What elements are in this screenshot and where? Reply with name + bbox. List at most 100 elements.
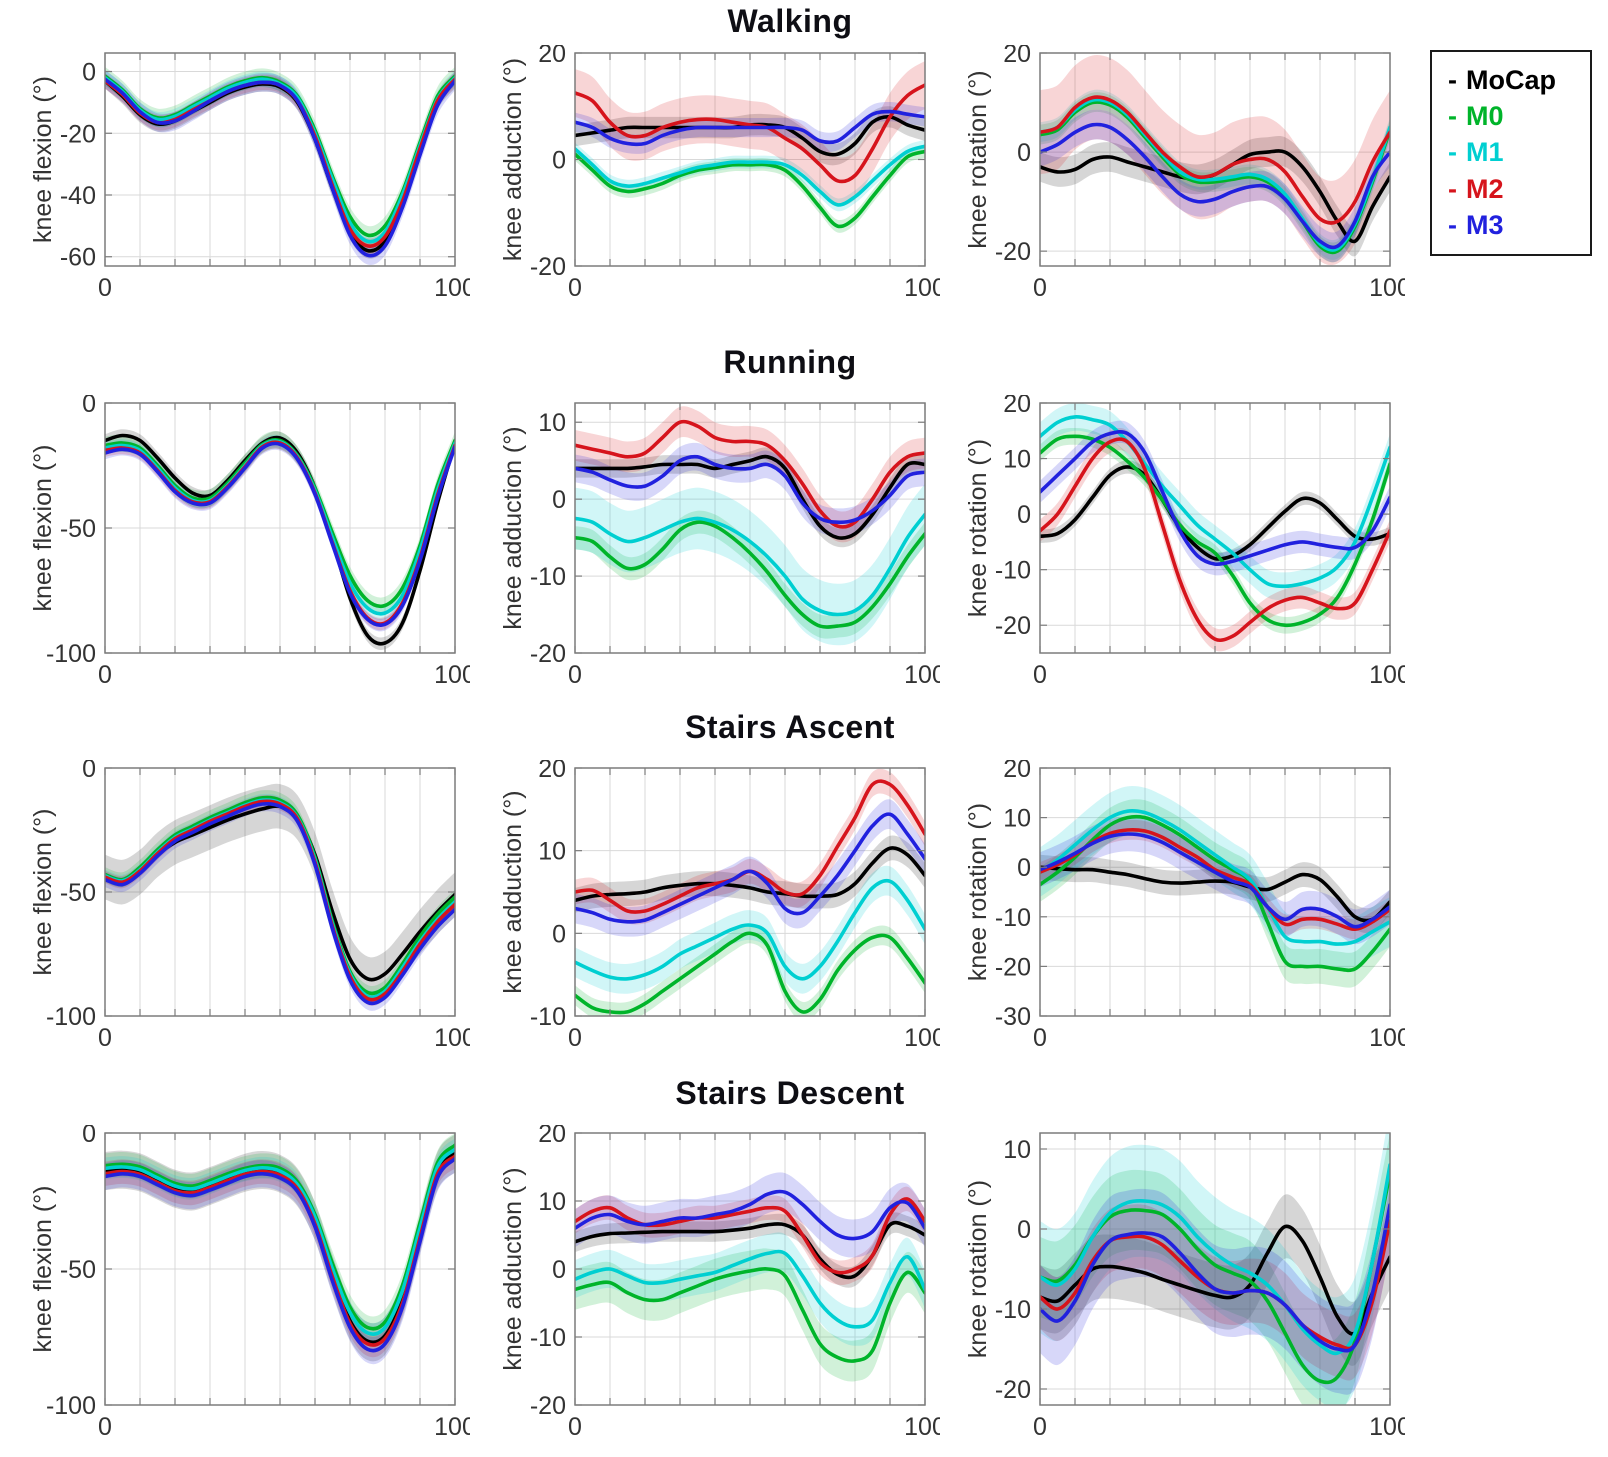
legend-dash: - bbox=[1448, 101, 1457, 132]
x-tick-label: 100 bbox=[1369, 274, 1405, 302]
series-line-m0 bbox=[575, 1267, 925, 1363]
series-line-mocap bbox=[575, 454, 925, 540]
axes bbox=[104, 52, 456, 267]
series-line-m3 bbox=[575, 454, 925, 525]
series-line-m2 bbox=[575, 83, 925, 184]
axes bbox=[574, 1132, 926, 1406]
series-line-m2 bbox=[575, 419, 925, 529]
series-line-m0 bbox=[1040, 814, 1390, 973]
series-line-m2 bbox=[575, 1197, 925, 1275]
y-tick-label: -10 bbox=[995, 1296, 1031, 1324]
series-lines bbox=[105, 795, 455, 1006]
x-tick-label: 100 bbox=[904, 1413, 940, 1441]
y-tick-label: -20 bbox=[530, 1392, 566, 1420]
axes bbox=[1039, 52, 1391, 267]
x-tick-label: 0 bbox=[568, 274, 582, 302]
series-line-m3 bbox=[105, 801, 455, 1006]
legend-dash: - bbox=[1448, 173, 1457, 204]
y-tick-label: -50 bbox=[60, 879, 96, 907]
y-axis-label: knee flexion (°) bbox=[29, 808, 57, 975]
series-line-m3 bbox=[105, 77, 455, 258]
y-tick-label: -40 bbox=[60, 182, 96, 210]
series-lines bbox=[575, 779, 925, 1015]
y-tick-label: 20 bbox=[538, 760, 566, 783]
plot-running-knee-adduction: 10 0 -10 -20 0 100 knee adduction (°) bbox=[495, 395, 946, 695]
plot-stairs-descent-knee-adduction: 20 10 0 -10 -20 0 100 knee adduction (°) bbox=[495, 1120, 946, 1447]
x-tick-label: 100 bbox=[1369, 661, 1405, 689]
plot-stairs-descent-knee-flexion: 0 -50 -100 0 100 knee flexion (°) bbox=[25, 1120, 476, 1447]
series-line-m3 bbox=[1040, 1203, 1390, 1353]
x-tick-label: 0 bbox=[1033, 1413, 1047, 1441]
series-line-mocap bbox=[1040, 1224, 1390, 1336]
y-tick-label: 10 bbox=[538, 838, 566, 866]
series-lines bbox=[575, 419, 925, 629]
y-tick-label: 0 bbox=[82, 1125, 96, 1148]
y-tick-label: -10 bbox=[530, 1324, 566, 1352]
y-tick-label: -60 bbox=[60, 244, 96, 272]
series-lines bbox=[575, 83, 925, 229]
axes bbox=[104, 767, 456, 1017]
axes bbox=[104, 402, 456, 654]
legend-label-m2: M2 bbox=[1466, 173, 1504, 204]
series-line-m2 bbox=[1040, 95, 1390, 225]
legend-label-m3: M3 bbox=[1466, 209, 1504, 240]
legend-item-m1: - M1 bbox=[1448, 139, 1590, 166]
legend-item-m2: - M2 bbox=[1448, 173, 1590, 204]
series-line-mocap bbox=[1040, 865, 1390, 923]
x-tick-label: 100 bbox=[1369, 1413, 1405, 1441]
y-tick-label: 10 bbox=[538, 1188, 566, 1216]
plot-stairs-ascent-knee-adduction: 20 10 0 -10 0 100 knee adduction (°) bbox=[495, 755, 946, 1058]
series-line-m3 bbox=[1040, 122, 1390, 250]
y-tick-label: 0 bbox=[82, 395, 96, 418]
y-tick-label: -10 bbox=[995, 557, 1031, 585]
x-tick-label: 0 bbox=[98, 661, 112, 689]
legend-label-m1: M1 bbox=[1466, 137, 1504, 168]
x-tick-label: 0 bbox=[1033, 274, 1047, 302]
y-axis-label: knee rotation (°) bbox=[964, 439, 992, 617]
plot-running-knee-rotation: 20 10 0 -10 -20 0 100 knee rotation (°) bbox=[960, 390, 1411, 695]
y-tick-label: 0 bbox=[1017, 139, 1031, 167]
legend-dash: - bbox=[1448, 65, 1457, 96]
legend-item-m0: - M0 bbox=[1448, 103, 1590, 130]
series-line-m1 bbox=[1040, 809, 1390, 946]
y-tick-label: 10 bbox=[1003, 446, 1031, 474]
row-title-stairs-ascent: Stairs Ascent bbox=[685, 709, 895, 745]
series-lines bbox=[105, 74, 455, 258]
y-tick-label: 0 bbox=[552, 1256, 566, 1284]
y-tick-label: -20 bbox=[995, 238, 1031, 266]
axes bbox=[574, 402, 926, 654]
y-axis-label: knee rotation (°) bbox=[964, 1180, 992, 1358]
y-tick-label: -20 bbox=[530, 640, 566, 668]
x-tick-label: 0 bbox=[98, 274, 112, 302]
legend-dash: - bbox=[1448, 137, 1457, 168]
confidence-bands bbox=[105, 783, 455, 1011]
series-line-m3 bbox=[1040, 832, 1390, 929]
y-axis-label: knee adduction (°) bbox=[499, 1167, 527, 1370]
x-tick-label: 0 bbox=[1033, 1024, 1047, 1052]
legend-label-m0: M0 bbox=[1466, 101, 1504, 132]
x-tick-label: 100 bbox=[434, 1024, 470, 1052]
row-title-running: Running bbox=[723, 344, 857, 380]
y-tick-label: 10 bbox=[538, 409, 566, 437]
axes bbox=[574, 767, 926, 1017]
x-tick-label: 100 bbox=[434, 661, 470, 689]
plot-walking-knee-rotation: 20 0 -20 0 100 knee rotation (°) bbox=[960, 40, 1411, 308]
y-tick-label: -100 bbox=[46, 1392, 96, 1420]
y-tick-label: 20 bbox=[538, 1125, 566, 1148]
series-line-m1 bbox=[105, 1147, 455, 1336]
legend: - MoCap - M0 - M1 - M2 - M3 bbox=[1430, 50, 1592, 256]
y-tick-label: 20 bbox=[538, 45, 566, 68]
series-lines bbox=[1040, 1163, 1390, 1385]
axes bbox=[1039, 767, 1391, 1017]
